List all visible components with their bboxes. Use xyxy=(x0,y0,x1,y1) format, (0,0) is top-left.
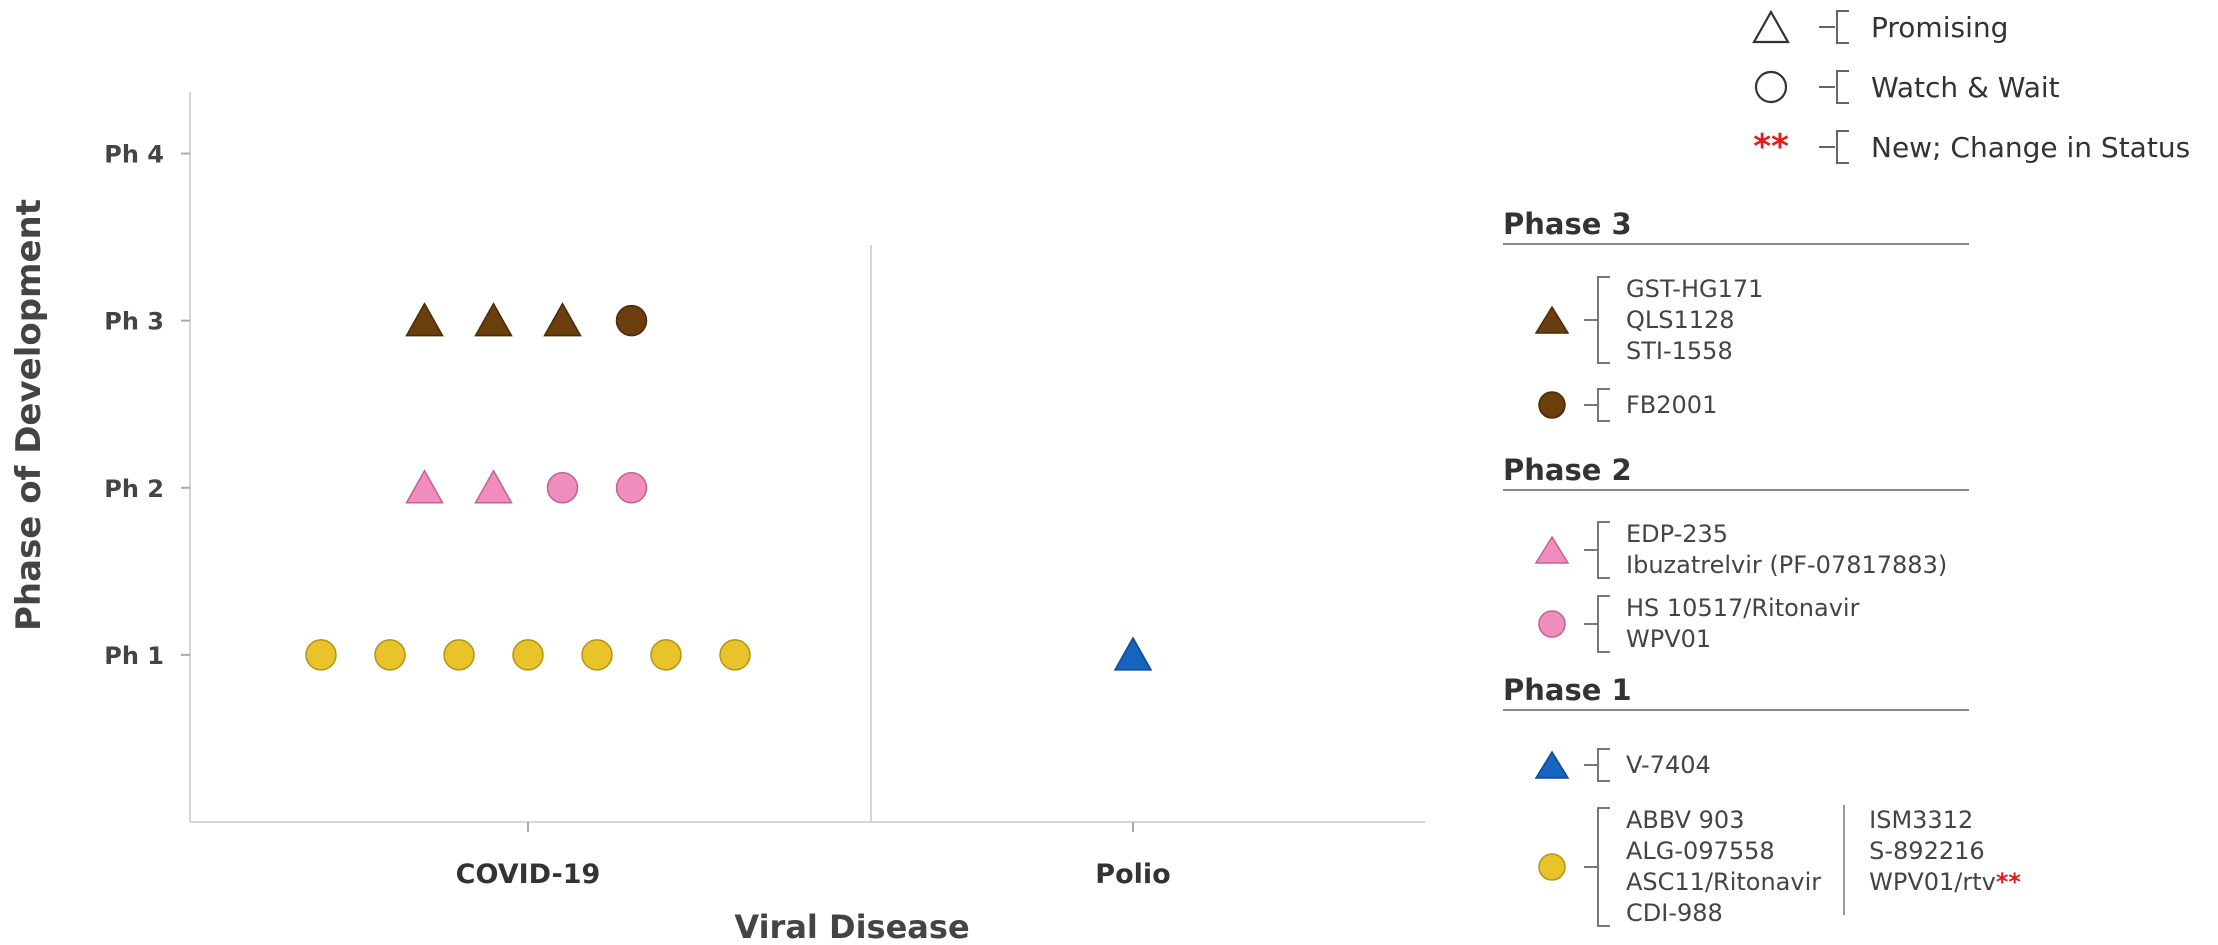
y-tick-group: Ph 1 Ph 2 Ph 3 Ph 4 xyxy=(104,141,190,670)
phase1-triangle-drug-list: V-7404 xyxy=(1626,750,1711,781)
data-point-covid-19-ph1-circle xyxy=(443,639,475,671)
brown-circle-icon xyxy=(1530,385,1574,425)
phase1-circle-drug-columns: ABBV 903 ALG-097558 ASC11/Ritonavir CDI-… xyxy=(1626,805,2021,929)
key-row-new-status: ** New; Change in Status xyxy=(1745,122,2190,172)
key-label-watch: Watch & Wait xyxy=(1871,70,2060,104)
drug-name: WPV01/rtv xyxy=(1869,868,1996,896)
triangle-outline-icon xyxy=(1745,5,1797,49)
phase1-title: Phase 1 xyxy=(1503,673,1632,707)
drug-name: CDI-988 xyxy=(1626,899,1723,927)
data-point-covid-19-ph1-circle xyxy=(512,639,544,671)
phase1-divider xyxy=(1503,709,1969,711)
bracket-icon xyxy=(1584,276,1610,364)
phase3-triangle-drug-list: GST-HG171 QLS1128 STI-1558 xyxy=(1626,274,1763,367)
data-point-covid-19-ph1-circle xyxy=(719,639,751,671)
x-category-group: COVID-19 Polio xyxy=(456,822,1171,890)
key-row-promising: Promising xyxy=(1745,2,2008,52)
symbol-key: Promising Watch & Wait ** New; Change in… xyxy=(1745,0,2205,170)
phase2-title: Phase 2 xyxy=(1503,453,1632,487)
y-tick-label: Ph 3 xyxy=(104,308,164,336)
data-point-polio-ph1-triangle xyxy=(1113,636,1153,671)
y-tick-label: Ph 1 xyxy=(104,642,164,670)
data-point-covid-19-ph2-triangle xyxy=(474,469,513,504)
drug-name: Ibuzatrelvir (PF-07817883) xyxy=(1626,551,1948,579)
phase1-circle-drug-list-col1: ABBV 903 ALG-097558 ASC11/Ritonavir CDI-… xyxy=(1626,805,1821,929)
drug-name: GST-HG171 xyxy=(1626,274,1764,303)
bracket-icon xyxy=(1819,130,1849,164)
drug-name: ASC11/Ritonavir xyxy=(1626,868,1822,896)
x-tick-label: COVID-19 xyxy=(456,859,601,890)
phase1-triangle-group: V-7404 xyxy=(1530,745,1711,785)
y-tick-label: Ph 4 xyxy=(104,141,164,169)
pink-triangle-icon xyxy=(1530,530,1574,570)
key-label-new-status: New; Change in Status xyxy=(1871,130,2191,164)
x-axis-title: Viral Disease xyxy=(734,908,969,945)
drug-name: QLS1128 xyxy=(1626,305,1735,334)
drug-name: V-7404 xyxy=(1626,750,1711,779)
x-tick-label: Polio xyxy=(1095,859,1170,890)
chart-axes xyxy=(189,92,1425,823)
data-marks xyxy=(305,302,1153,671)
new-status-stars: ** xyxy=(1995,868,2021,896)
phase3-divider xyxy=(1503,243,1969,245)
bracket-icon xyxy=(1584,521,1610,579)
key-row-watch: Watch & Wait xyxy=(1745,62,2060,112)
drug-name: EDP-235 xyxy=(1626,520,1729,548)
drug-name: STI-1558 xyxy=(1626,336,1733,365)
drug-name: HS 10517/Ritonavir xyxy=(1626,594,1860,622)
data-point-covid-19-ph1-circle xyxy=(305,639,337,671)
stars-icon: ** xyxy=(1753,127,1789,167)
drug-name-starred: WPV01/rtv** xyxy=(1869,867,2021,898)
data-point-covid-19-ph1-circle xyxy=(581,639,613,671)
key-label-promising: Promising xyxy=(1871,10,2009,44)
blue-triangle-icon xyxy=(1530,745,1574,785)
circle-outline-icon xyxy=(1745,65,1797,109)
drug-name: S-892216 xyxy=(1869,837,1985,865)
yellow-circle-icon xyxy=(1530,847,1574,887)
bracket-icon xyxy=(1584,595,1610,653)
bracket-icon xyxy=(1819,10,1849,44)
phase2-triangle-group: EDP-235 Ibuzatrelvir (PF-07817883) xyxy=(1530,518,1947,582)
data-point-covid-19-ph2-triangle xyxy=(405,469,444,504)
brown-triangle-icon xyxy=(1530,300,1574,340)
drug-name: ALG-097558 xyxy=(1626,837,1775,865)
phase1-circle-drug-list-col2: ISM3312 S-892216 WPV01/rtv** xyxy=(1843,805,2021,915)
y-tick-label: Ph 2 xyxy=(104,475,164,503)
phase2-circle-group: HS 10517/Ritonavir WPV01 xyxy=(1530,592,1859,656)
data-point-covid-19-ph3-triangle xyxy=(474,302,513,337)
drug-name: ISM3312 xyxy=(1869,806,1974,834)
phase2-circle-drug-list: HS 10517/Ritonavir WPV01 xyxy=(1626,593,1859,655)
phase3-triangle-group: GST-HG171 QLS1128 STI-1558 xyxy=(1530,273,1763,367)
bracket-icon xyxy=(1584,807,1610,927)
bracket-icon xyxy=(1584,748,1610,782)
data-point-covid-19-ph2-circle xyxy=(615,472,648,504)
phase1-circle-group: ABBV 903 ALG-097558 ASC11/Ritonavir CDI-… xyxy=(1530,804,2021,930)
data-point-covid-19-ph1-circle xyxy=(650,639,682,671)
y-axis-title: Phase of Development xyxy=(9,199,49,631)
data-point-covid-19-ph3-triangle xyxy=(543,302,582,337)
phase3-circle-drug-list: FB2001 xyxy=(1626,390,1717,421)
phase3-circle-group: FB2001 xyxy=(1530,385,1717,425)
data-point-covid-19-ph3-circle xyxy=(615,304,648,337)
bracket-icon xyxy=(1584,388,1610,422)
data-point-covid-19-ph3-triangle xyxy=(405,302,444,337)
data-point-covid-19-ph1-circle xyxy=(374,639,406,671)
pink-circle-icon xyxy=(1530,604,1574,644)
phase2-divider xyxy=(1503,489,1969,491)
phase2-triangle-drug-list: EDP-235 Ibuzatrelvir (PF-07817883) xyxy=(1626,519,1947,581)
phase3-title: Phase 3 xyxy=(1503,207,1632,241)
drug-name: ABBV 903 xyxy=(1626,806,1745,834)
scatter-chart: Ph 1 Ph 2 Ph 3 Ph 4 COVID-19 Polio Phase of … xyxy=(9,92,1425,945)
bracket-icon xyxy=(1819,70,1849,104)
drug-name: WPV01 xyxy=(1626,625,1712,653)
data-point-covid-19-ph2-circle xyxy=(546,472,579,504)
drug-name: FB2001 xyxy=(1626,390,1718,419)
